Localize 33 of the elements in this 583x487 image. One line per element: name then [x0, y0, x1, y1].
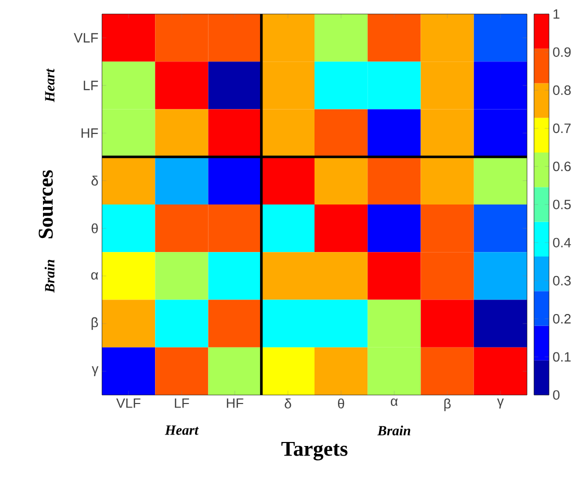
- y-tick-label: θ: [92, 223, 98, 234]
- color-bar-label: 0.9: [553, 47, 571, 57]
- x-tick-label: α: [390, 398, 398, 406]
- color-bar-label: 0.2: [553, 314, 571, 324]
- color-bar-label: 0.1: [553, 352, 571, 362]
- color-bar-label: 0.7: [553, 124, 571, 134]
- text: Heart: [164, 426, 199, 435]
- x-tick-label: LF: [174, 398, 190, 408]
- x-tick-label: θ: [338, 398, 344, 408]
- x-tick-label: VLF: [116, 398, 140, 408]
- y-tick-label: δ: [92, 176, 98, 186]
- text: Heart: [45, 68, 54, 102]
- color-bar-label: 1: [554, 9, 560, 19]
- y-tick-label: γ: [92, 366, 98, 376]
- color-bar-label: 0.6: [553, 162, 571, 172]
- text: Brain: [44, 260, 54, 293]
- color-bar-label: 0: [553, 390, 560, 400]
- x-tick-label: HF: [226, 398, 244, 408]
- y-tick-label: α: [91, 272, 98, 280]
- color-bar-label: 0.4: [553, 238, 571, 248]
- y-tick-label: LF: [84, 80, 98, 90]
- y-tick-label: VLF: [74, 33, 98, 42]
- x-tick-label: β: [444, 398, 451, 412]
- x-tick-label: δ: [284, 398, 292, 408]
- x-axis-title: Targets: [281, 442, 348, 460]
- x-tick-label: γ: [497, 398, 504, 408]
- y-tick-label: β: [92, 317, 98, 330]
- color-bar-label: 0.3: [553, 276, 571, 286]
- y-axis-title: Sources: [38, 170, 53, 238]
- color-bar-label: 0.5: [553, 200, 571, 210]
- y-tick-label: HF: [82, 128, 98, 138]
- text: Brain: [377, 426, 410, 436]
- color-bar-label: 0.8: [553, 85, 571, 95]
